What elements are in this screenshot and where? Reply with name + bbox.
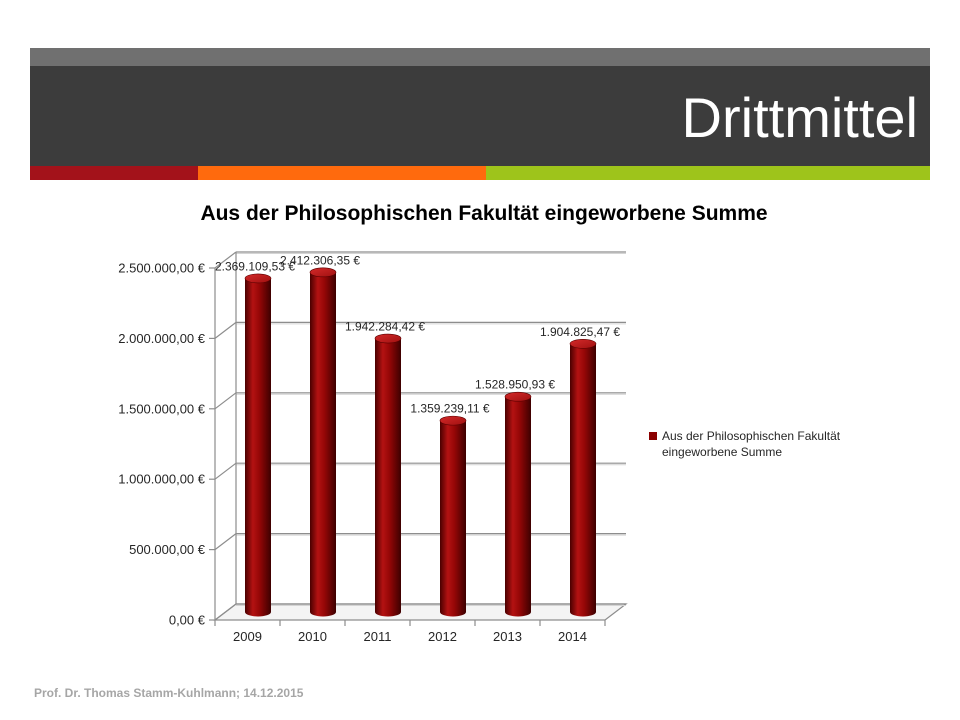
y-tick-label: 1.000.000,00 €	[118, 472, 206, 487]
data-label: 1.528.950,93 €	[475, 378, 555, 392]
bar-2011	[374, 333, 402, 617]
bar-2010	[309, 267, 337, 617]
bar-2012	[439, 415, 467, 617]
y-tick-label: 2.500.000,00 €	[118, 261, 206, 276]
gridline-side	[214, 392, 237, 410]
data-label: 1.904.825,47 €	[540, 325, 620, 339]
y-tick-labels: 0,00 € 500.000,00 € 1.000.000,00 € 1.500.00…	[118, 261, 206, 628]
gridline-side	[214, 533, 237, 551]
y-tick-label: 1.500.000,00 €	[118, 401, 206, 416]
bars	[244, 267, 597, 617]
bar-top	[244, 273, 272, 284]
back-wall	[236, 252, 626, 604]
legend: Aus der Philosophischen Fakultät eingewo…	[649, 428, 879, 462]
gridline-side	[214, 251, 237, 269]
bar-2009	[244, 273, 272, 617]
header-band	[30, 66, 930, 166]
bar-body	[440, 420, 466, 617]
gridline-side	[214, 462, 237, 480]
bar-2013	[504, 391, 532, 617]
legend-label: Aus der Philosophischen Fakultät eingewo…	[662, 429, 841, 459]
bar-top	[374, 333, 402, 344]
bar-body	[310, 272, 336, 617]
slide-footer: Prof. Dr. Thomas Stamm-Kuhlmann; 14.12.2…	[34, 686, 304, 700]
data-labels: 2.369.109,53 €2.412.306,35 € 1.942.284,42…	[215, 253, 620, 415]
x-tick-labels: 2009 2010 2011 2012 2013 2014	[233, 629, 587, 644]
bar-body	[570, 343, 596, 617]
bar-body	[245, 278, 271, 617]
x-tick-label: 2010	[298, 629, 327, 644]
x-tick-label: 2012	[428, 629, 457, 644]
data-label: 2.369.109,53 €	[215, 259, 295, 273]
accent-stripe-orange	[198, 166, 486, 180]
chart-title: Aus der Philosophischen Fakultät eingewo…	[200, 202, 768, 225]
bar-2014	[569, 339, 597, 617]
gridline-side	[214, 603, 237, 621]
header-top-band	[30, 48, 930, 66]
gridlines	[209, 251, 626, 626]
bar-top	[569, 339, 597, 349]
data-label: 2.412.306,35 €	[280, 253, 360, 267]
y-tick-label: 500.000,00 €	[129, 542, 206, 557]
legend-swatch	[649, 432, 657, 440]
bar-top	[504, 391, 532, 402]
y-tick-label: 0,00 €	[169, 613, 206, 628]
floor	[213, 603, 628, 621]
bar-body	[505, 396, 531, 617]
chart-walls	[213, 252, 628, 621]
side-wall	[215, 252, 236, 620]
accent-stripe-red	[30, 166, 198, 180]
data-label: 1.942.284,42 €	[345, 320, 425, 334]
bar-top	[439, 415, 467, 426]
x-tick-label: 2014	[558, 629, 587, 644]
gridline-side	[214, 321, 237, 339]
x-tick-label: 2011	[364, 629, 392, 644]
data-label: 1.359.239,11 €	[410, 402, 490, 416]
x-tick-label: 2009	[233, 629, 262, 644]
bar-body	[375, 338, 401, 617]
x-tick-label: 2013	[493, 629, 522, 644]
slide-title: Drittmittel	[681, 86, 918, 149]
bar-top	[309, 267, 337, 278]
y-tick-label: 2.000.000,00 €	[118, 331, 206, 346]
accent-stripe-green	[486, 166, 930, 180]
